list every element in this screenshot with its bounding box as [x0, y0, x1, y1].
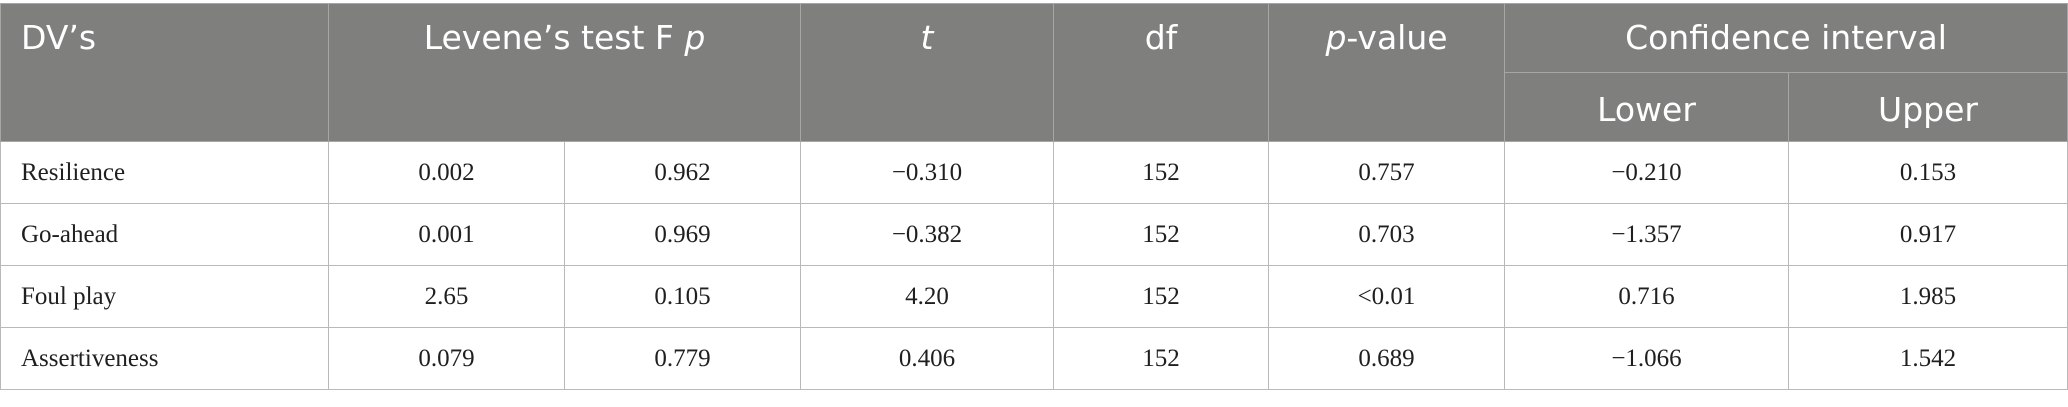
cell-t: −0.382 — [800, 203, 1054, 266]
header-levene-label: Levene’s test F — [423, 18, 685, 57]
results-table: DV’s Levene’s test F p t df p-value Conf… — [0, 3, 2068, 390]
cell-ci-lower: −0.210 — [1504, 141, 1789, 204]
header-t: t — [800, 3, 1054, 142]
header-dv: DV’s — [0, 3, 329, 142]
header-confidence-interval: Confidence interval — [1503, 3, 2068, 73]
header-pvalue-p: p — [1325, 18, 1347, 57]
cell-pvalue: 0.703 — [1268, 203, 1505, 266]
header-upper: Upper — [1787, 72, 2068, 142]
header-pvalue-suffix: -value — [1346, 18, 1448, 57]
cell-df: 152 — [1053, 203, 1269, 266]
cell-ci-lower: 0.716 — [1504, 265, 1789, 328]
cell-dv: Resilience — [0, 141, 329, 204]
cell-t: 4.20 — [800, 265, 1054, 328]
cell-df: 152 — [1053, 327, 1269, 390]
header-df: df — [1053, 3, 1269, 142]
cell-df: 152 — [1053, 141, 1269, 204]
cell-levene-p: 0.779 — [564, 327, 801, 390]
table-row: Foul play 2.65 0.105 4.20 152 <0.01 0.71… — [0, 265, 2068, 328]
cell-df: 152 — [1053, 265, 1269, 328]
cell-pvalue: <0.01 — [1268, 265, 1505, 328]
cell-levene-p: 0.969 — [564, 203, 801, 266]
header-levene-p: p — [684, 18, 706, 57]
cell-levene-f: 2.65 — [328, 265, 565, 328]
cell-levene-f: 0.001 — [328, 203, 565, 266]
table-row: Go-ahead 0.001 0.969 −0.382 152 0.703 −1… — [0, 203, 2068, 266]
cell-ci-upper: 0.153 — [1787, 141, 2068, 204]
cell-levene-p: 0.962 — [564, 141, 801, 204]
cell-ci-upper: 1.542 — [1787, 327, 2068, 390]
cell-dv: Foul play — [0, 265, 329, 328]
cell-levene-p: 0.105 — [564, 265, 801, 328]
cell-t: 0.406 — [800, 327, 1054, 390]
header-pvalue: p-value — [1268, 3, 1505, 142]
header-levene: Levene’s test F p — [328, 3, 801, 142]
header-row: DV’s Levene’s test F p t df p-value Conf… — [0, 3, 2068, 142]
cell-t: −0.310 — [800, 141, 1054, 204]
cell-dv: Go-ahead — [0, 203, 329, 266]
cell-ci-lower: −1.066 — [1504, 327, 1789, 390]
cell-dv: Assertiveness — [0, 327, 329, 390]
cell-pvalue: 0.757 — [1268, 141, 1505, 204]
subheader-row: Lower Upper — [1, 72, 2068, 142]
header-lower: Lower — [1504, 72, 1789, 142]
cell-ci-lower: −1.357 — [1504, 203, 1789, 266]
cell-ci-upper: 1.985 — [1787, 265, 2068, 328]
cell-ci-upper: 0.917 — [1787, 203, 2068, 266]
cell-levene-f: 0.002 — [328, 141, 565, 204]
cell-levene-f: 0.079 — [328, 327, 565, 390]
cell-pvalue: 0.689 — [1268, 327, 1505, 390]
table-row: Resilience 0.002 0.962 −0.310 152 0.757 … — [0, 141, 2068, 204]
table-row: Assertiveness 0.079 0.779 0.406 152 0.68… — [0, 327, 2068, 390]
